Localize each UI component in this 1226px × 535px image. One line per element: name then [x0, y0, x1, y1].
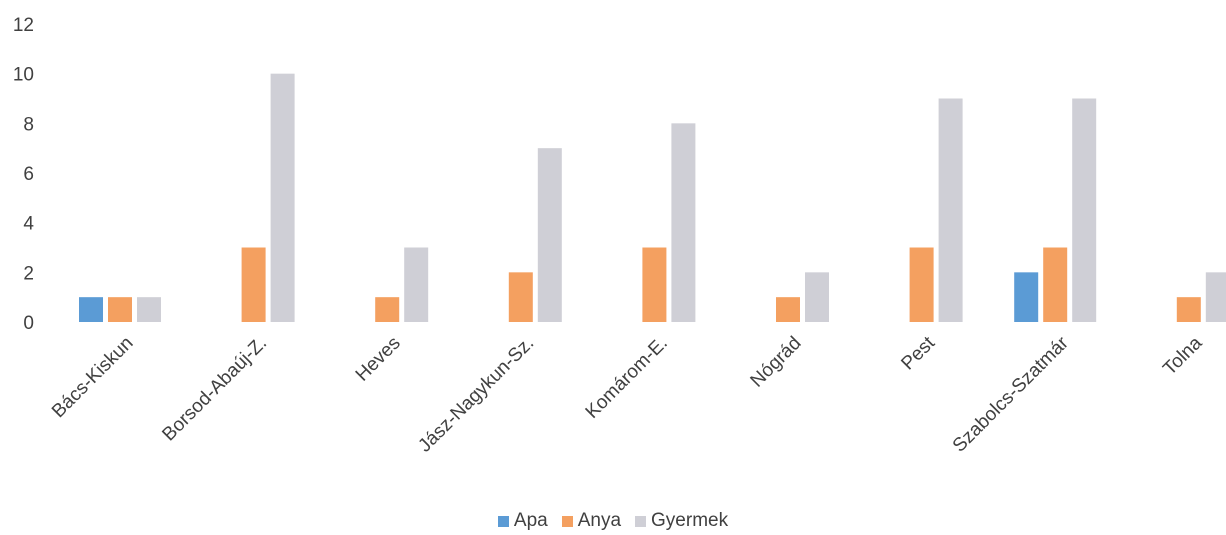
bar-anya-2 [375, 297, 400, 322]
bars [79, 73, 1226, 323]
bar-gyermek-1 [270, 73, 295, 323]
x-tick-label: Bács-Kiskun [48, 333, 138, 423]
y-tick-label: 8 [23, 114, 34, 135]
legend-swatch-anya [561, 515, 573, 527]
x-tick-label: Nógrád [747, 333, 806, 392]
y-tick-label: 2 [23, 263, 34, 284]
bar-anya-4 [642, 247, 667, 322]
bar-gyermek-0 [137, 297, 161, 322]
bar-apa-0 [79, 297, 103, 322]
bar-anya-7 [1043, 247, 1068, 322]
bar-anya-5 [776, 297, 800, 322]
x-tick-label: Borsod-Abaúj-Z. [158, 333, 271, 446]
legend-item-apa: Apa [497, 510, 548, 532]
legend-label-anya: Anya [577, 510, 622, 531]
bar-gyermek-3 [537, 148, 562, 322]
bar-gyermek-2 [404, 247, 429, 322]
x-tick-label: Jász-Nagykun-Sz. [414, 333, 538, 457]
legend-swatch-gyermek [635, 515, 647, 527]
x-tick-label: Komárom-E. [582, 333, 672, 423]
y-tick-label: 12 [13, 15, 34, 36]
bar-gyermek-7 [1072, 98, 1097, 322]
x-tick-label: Pest [897, 332, 939, 374]
legend-item-anya: Anya [561, 510, 622, 532]
y-axis: 0 2 4 6 8 10 12 [13, 15, 35, 334]
legend-swatch-apa [497, 515, 509, 527]
x-tick-label: Szabolcs-Szatmár [949, 332, 1073, 456]
y-tick-label: 6 [23, 164, 34, 185]
bar-gyermek-6 [938, 98, 963, 322]
x-tick-label: Heves [352, 333, 405, 386]
legend: Apa Anya Gyermek [0, 510, 1226, 532]
legend-label-apa: Apa [513, 510, 548, 531]
x-axis: Bács-Kiskun Borsod-Abaúj-Z. Heves Jász-Nagy… [48, 332, 1207, 456]
x-tick-label: Tolna [1159, 332, 1206, 379]
bar-anya-1 [241, 247, 266, 322]
y-tick-label: 10 [13, 65, 34, 86]
bar-anya-0 [108, 297, 132, 322]
bar-gyermek-8 [1205, 272, 1226, 322]
y-tick-label: 4 [23, 214, 34, 235]
bar-apa-7 [1014, 272, 1039, 322]
legend-label-gyermek: Gyermek [651, 510, 729, 531]
bar-gyermek-4 [671, 123, 696, 322]
bar-chart: 0 2 4 6 8 10 12 Bács-Kiskun Borsod-Abaúj-Z. Heve… [13, 15, 1226, 457]
bar-gyermek-5 [805, 272, 829, 322]
bar-anya-6 [909, 247, 934, 322]
y-tick-label: 0 [23, 313, 34, 334]
bar-anya-8 [1176, 297, 1201, 322]
legend-item-gyermek: Gyermek [635, 510, 728, 532]
bar-anya-3 [508, 272, 533, 322]
